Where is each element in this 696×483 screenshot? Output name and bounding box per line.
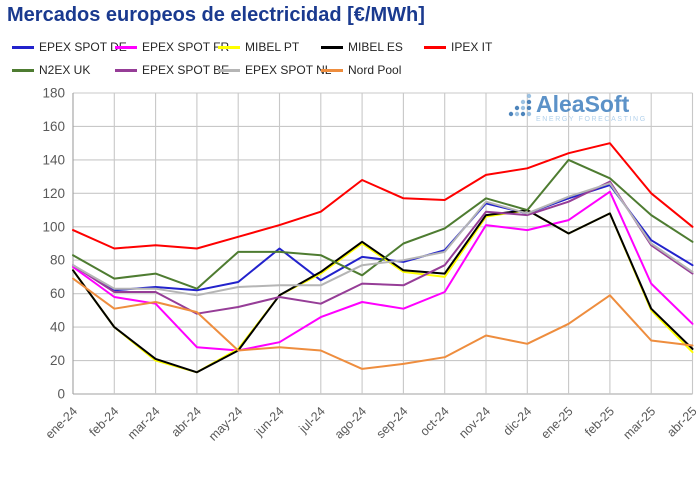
x-tick-label: jul-24	[296, 404, 328, 436]
series-line-mibel-es	[72, 209, 694, 374]
legend-item-epex-spot-de: EPEX SPOT DE	[12, 40, 127, 54]
x-tick-label: abr-25	[664, 404, 696, 439]
y-tick-label: 100	[42, 219, 65, 234]
x-tick-label: ago-24	[332, 404, 369, 441]
legend: EPEX SPOT DE EPEX SPOT FR MIBEL PT MIBEL ES…	[12, 40, 572, 77]
y-tick-label: 180	[42, 86, 65, 101]
legend-label: EPEX SPOT NL	[245, 63, 332, 77]
x-tick-label: ene-24	[43, 404, 80, 441]
legend-line-swatch	[115, 68, 137, 72]
legend-label: N2EX UK	[39, 63, 91, 77]
legend-line-swatch	[424, 45, 446, 49]
legend-line-swatch	[115, 45, 137, 49]
x-tick-label: ene-25	[538, 404, 575, 441]
legend-label: EPEX SPOT FR	[142, 40, 230, 54]
legend-label: EPEX SPOT DE	[39, 40, 127, 54]
y-tick-label: 40	[50, 320, 65, 335]
legend-item-n2ex-uk: N2EX UK	[12, 63, 115, 77]
y-tick-label: 60	[50, 286, 65, 301]
x-tick-label: nov-24	[456, 404, 493, 441]
x-tick-label: sep-24	[374, 404, 411, 441]
series-line-n2ex-uk	[72, 158, 694, 290]
y-tick-label: 160	[42, 119, 65, 134]
legend-item-epex-spot-be: EPEX SPOT BE	[115, 63, 229, 77]
x-tick-label: mar-25	[620, 404, 658, 442]
series-line-nord-pool	[72, 277, 694, 370]
x-tick-label: feb-25	[582, 404, 617, 439]
legend-line-swatch	[218, 45, 240, 49]
series-line-epex-spot-fr	[72, 190, 694, 352]
x-tick-label: feb-24	[86, 404, 121, 439]
legend-label: MIBEL PT	[245, 40, 300, 54]
legend-item-epex-spot-fr: EPEX SPOT FR	[115, 40, 229, 54]
legend-line-swatch	[12, 68, 34, 72]
x-tick-label: oct-24	[417, 404, 451, 438]
x-tick-label: dic-24	[500, 404, 534, 438]
legend-item-ipex-it: IPEX IT	[424, 40, 527, 54]
y-tick-label: 0	[57, 387, 65, 402]
legend-line-swatch	[321, 68, 343, 72]
y-tick-label: 140	[42, 152, 65, 167]
legend-label: EPEX SPOT BE	[142, 63, 230, 77]
legend-label: IPEX IT	[451, 40, 493, 54]
legend-item-mibel-es: MIBEL ES	[321, 40, 424, 54]
legend-line-swatch	[12, 45, 34, 49]
line-chart: 0 20 40 60 80 100 120 140 160 180 ene-24 feb-24 mar-…	[0, 85, 696, 483]
legend-item-nord-pool: Nord Pool	[321, 63, 424, 77]
y-tick-label: 120	[42, 186, 65, 201]
series-line-ipex-it	[72, 142, 694, 250]
series-line-epex-spot-be	[72, 180, 694, 315]
page-title: Mercados europeos de electricidad [€/MWh…	[7, 4, 425, 26]
legend-line-swatch	[321, 45, 343, 49]
x-tick-label: mar-24	[125, 404, 163, 442]
y-tick-label: 20	[50, 353, 65, 368]
legend-label: Nord Pool	[348, 63, 402, 77]
legend-item-mibel-pt: MIBEL PT	[218, 40, 321, 54]
y-tick-label: 80	[50, 253, 65, 268]
x-tick-label: jun-24	[251, 404, 286, 439]
legend-label: MIBEL ES	[348, 40, 403, 54]
legend-line-swatch	[218, 68, 240, 72]
series-line-epex-spot-de	[72, 184, 694, 292]
x-tick-label: abr-24	[169, 404, 204, 439]
x-tick-label: may-24	[206, 404, 245, 443]
series-line-epex-spot-nl	[72, 182, 694, 297]
legend-item-epex-spot-nl: EPEX SPOT NL	[218, 63, 331, 77]
